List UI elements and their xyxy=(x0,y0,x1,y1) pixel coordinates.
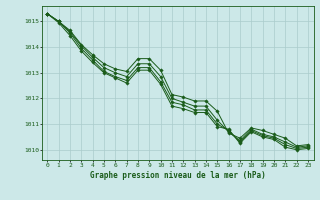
X-axis label: Graphe pression niveau de la mer (hPa): Graphe pression niveau de la mer (hPa) xyxy=(90,171,266,180)
